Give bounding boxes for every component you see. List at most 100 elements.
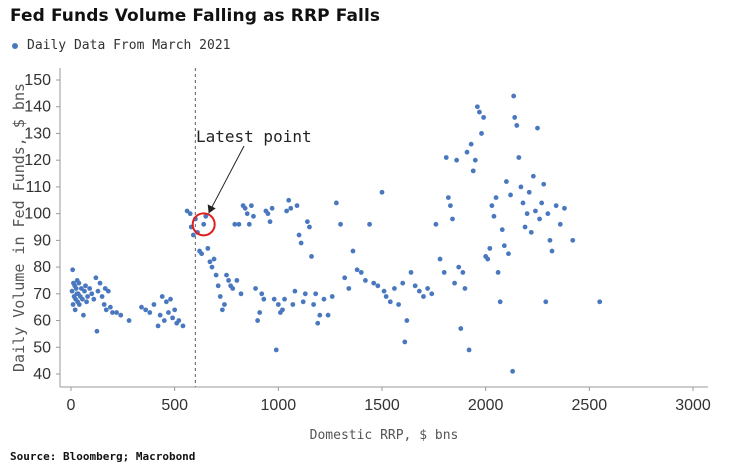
data-point bbox=[570, 237, 576, 243]
data-point bbox=[514, 123, 520, 128]
data-point bbox=[545, 211, 551, 217]
data-point bbox=[425, 286, 431, 291]
data-point bbox=[163, 299, 169, 305]
data-point bbox=[354, 267, 360, 273]
data-point bbox=[147, 310, 153, 315]
data-point bbox=[530, 173, 536, 179]
data-point bbox=[82, 288, 87, 294]
data-point bbox=[87, 286, 93, 291]
data-point bbox=[511, 93, 517, 99]
data-point bbox=[246, 221, 252, 227]
data-point bbox=[562, 205, 567, 211]
data-point bbox=[275, 302, 281, 307]
data-point bbox=[300, 299, 306, 305]
data-point bbox=[371, 280, 377, 286]
data-point bbox=[95, 288, 101, 294]
data-point bbox=[404, 318, 410, 323]
data-point bbox=[375, 283, 381, 289]
data-point bbox=[524, 211, 530, 217]
data-point bbox=[516, 155, 522, 160]
data-point bbox=[358, 270, 364, 275]
data-point bbox=[448, 203, 453, 209]
y-tick-label: 130 bbox=[24, 125, 51, 142]
x-tick-label: 2500 bbox=[572, 397, 608, 414]
data-point bbox=[190, 232, 196, 238]
data-point bbox=[184, 208, 190, 214]
y-tick-label: 60 bbox=[33, 313, 51, 330]
data-point bbox=[433, 221, 439, 227]
data-point bbox=[518, 184, 524, 190]
data-point bbox=[437, 256, 443, 262]
data-point bbox=[504, 179, 509, 184]
data-point bbox=[222, 302, 227, 307]
data-point bbox=[387, 299, 393, 305]
data-point bbox=[168, 296, 173, 302]
data-point bbox=[78, 286, 84, 291]
data-point bbox=[199, 251, 205, 257]
data-point bbox=[402, 339, 408, 345]
data-point bbox=[396, 302, 401, 307]
data-point bbox=[441, 270, 447, 275]
data-point bbox=[522, 224, 528, 230]
data-point bbox=[217, 294, 223, 299]
data-point bbox=[543, 299, 549, 305]
data-point bbox=[234, 278, 240, 283]
data-point bbox=[103, 307, 109, 313]
data-point bbox=[70, 267, 76, 273]
data-point bbox=[466, 347, 472, 353]
data-point bbox=[485, 256, 491, 262]
data-point bbox=[76, 280, 82, 286]
data-point bbox=[367, 221, 372, 227]
data-point bbox=[73, 286, 79, 291]
data-point bbox=[284, 208, 290, 214]
data-point bbox=[520, 200, 526, 206]
data-point bbox=[479, 131, 484, 136]
data-point bbox=[342, 275, 348, 281]
data-point bbox=[429, 291, 435, 297]
data-point bbox=[215, 283, 221, 289]
data-point bbox=[84, 299, 89, 305]
data-point bbox=[508, 192, 513, 198]
annotation-arrowhead bbox=[207, 204, 216, 214]
x-axis-label: Domestic RRP, $ bns bbox=[310, 428, 459, 443]
data-point bbox=[468, 141, 474, 147]
data-point bbox=[251, 213, 256, 219]
data-point bbox=[70, 302, 76, 307]
data-point bbox=[139, 304, 144, 310]
data-point bbox=[89, 291, 95, 297]
y-tick-label: 80 bbox=[33, 259, 51, 276]
x-tick-label: 0 bbox=[67, 397, 76, 414]
data-point bbox=[497, 299, 503, 305]
data-point bbox=[302, 291, 308, 297]
data-point bbox=[381, 288, 387, 294]
data-point bbox=[549, 248, 555, 254]
data-point bbox=[85, 294, 90, 299]
data-point bbox=[317, 312, 323, 318]
data-point bbox=[412, 283, 418, 289]
data-point bbox=[481, 115, 486, 120]
data-point bbox=[416, 288, 422, 294]
data-point bbox=[309, 254, 314, 259]
data-point bbox=[126, 318, 132, 323]
data-point bbox=[172, 307, 178, 313]
data-point bbox=[94, 328, 100, 334]
legend-marker-icon bbox=[12, 42, 18, 49]
source-note: Source: Bloomberg; Macrobond bbox=[10, 450, 196, 463]
data-point bbox=[101, 302, 107, 307]
data-point bbox=[219, 307, 225, 313]
data-point bbox=[253, 286, 258, 291]
data-point bbox=[257, 310, 263, 315]
data-point bbox=[83, 283, 88, 289]
y-tick-label: 70 bbox=[33, 286, 51, 303]
data-point bbox=[541, 181, 547, 187]
data-point bbox=[495, 270, 501, 275]
data-point bbox=[315, 320, 321, 326]
data-point bbox=[69, 288, 75, 294]
x-tick-label: 500 bbox=[161, 397, 188, 414]
data-point bbox=[288, 205, 294, 211]
data-point bbox=[537, 216, 542, 222]
x-tick-label: 2000 bbox=[468, 397, 504, 414]
data-point bbox=[321, 296, 327, 302]
data-point bbox=[472, 157, 478, 163]
